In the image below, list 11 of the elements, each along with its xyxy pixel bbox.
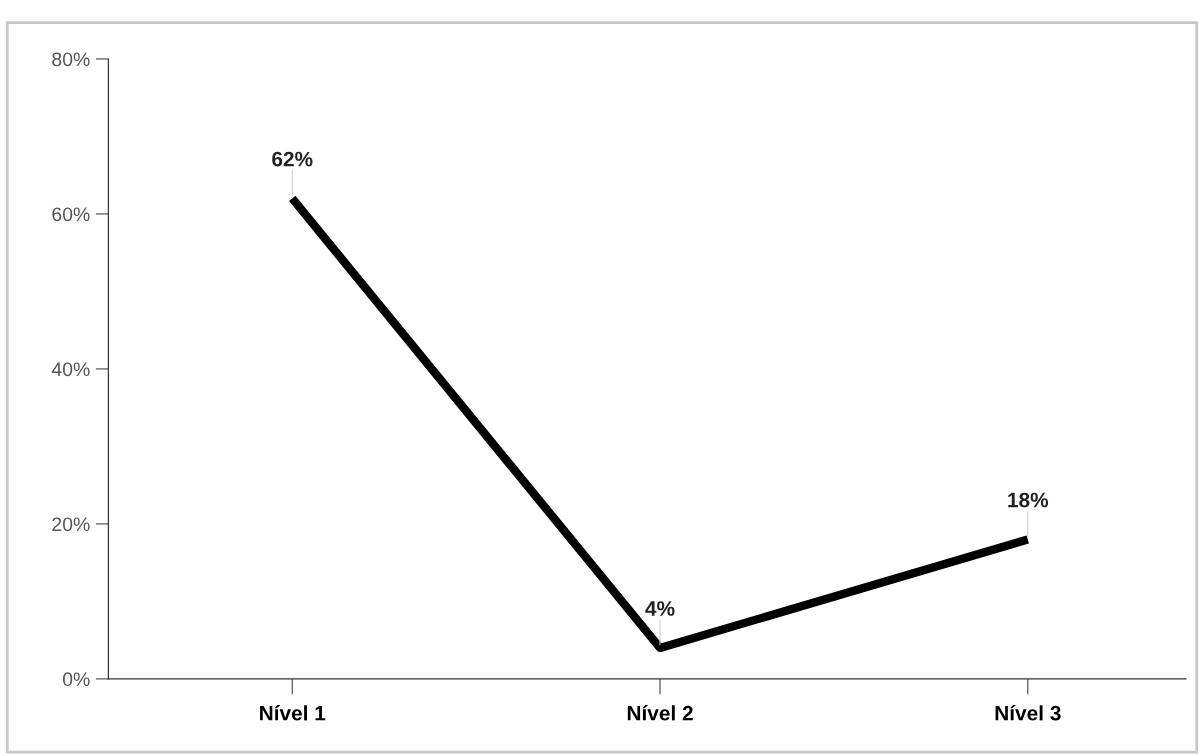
data-label: 18% <box>1008 492 1049 508</box>
x-tick-label: Nível 1 <box>260 705 326 721</box>
y-tick-label: 20% <box>52 517 90 532</box>
y-tick-label: 80% <box>52 52 90 67</box>
y-tick-label: 0% <box>62 672 90 687</box>
x-tick-label: Nível 2 <box>627 705 693 721</box>
y-tick-label: 40% <box>51 362 90 377</box>
data-label: 4% <box>645 601 675 616</box>
data-label: 62% <box>272 151 313 167</box>
y-tick-label: 60% <box>52 207 90 222</box>
x-tick-label: Nível 3 <box>995 705 1061 721</box>
